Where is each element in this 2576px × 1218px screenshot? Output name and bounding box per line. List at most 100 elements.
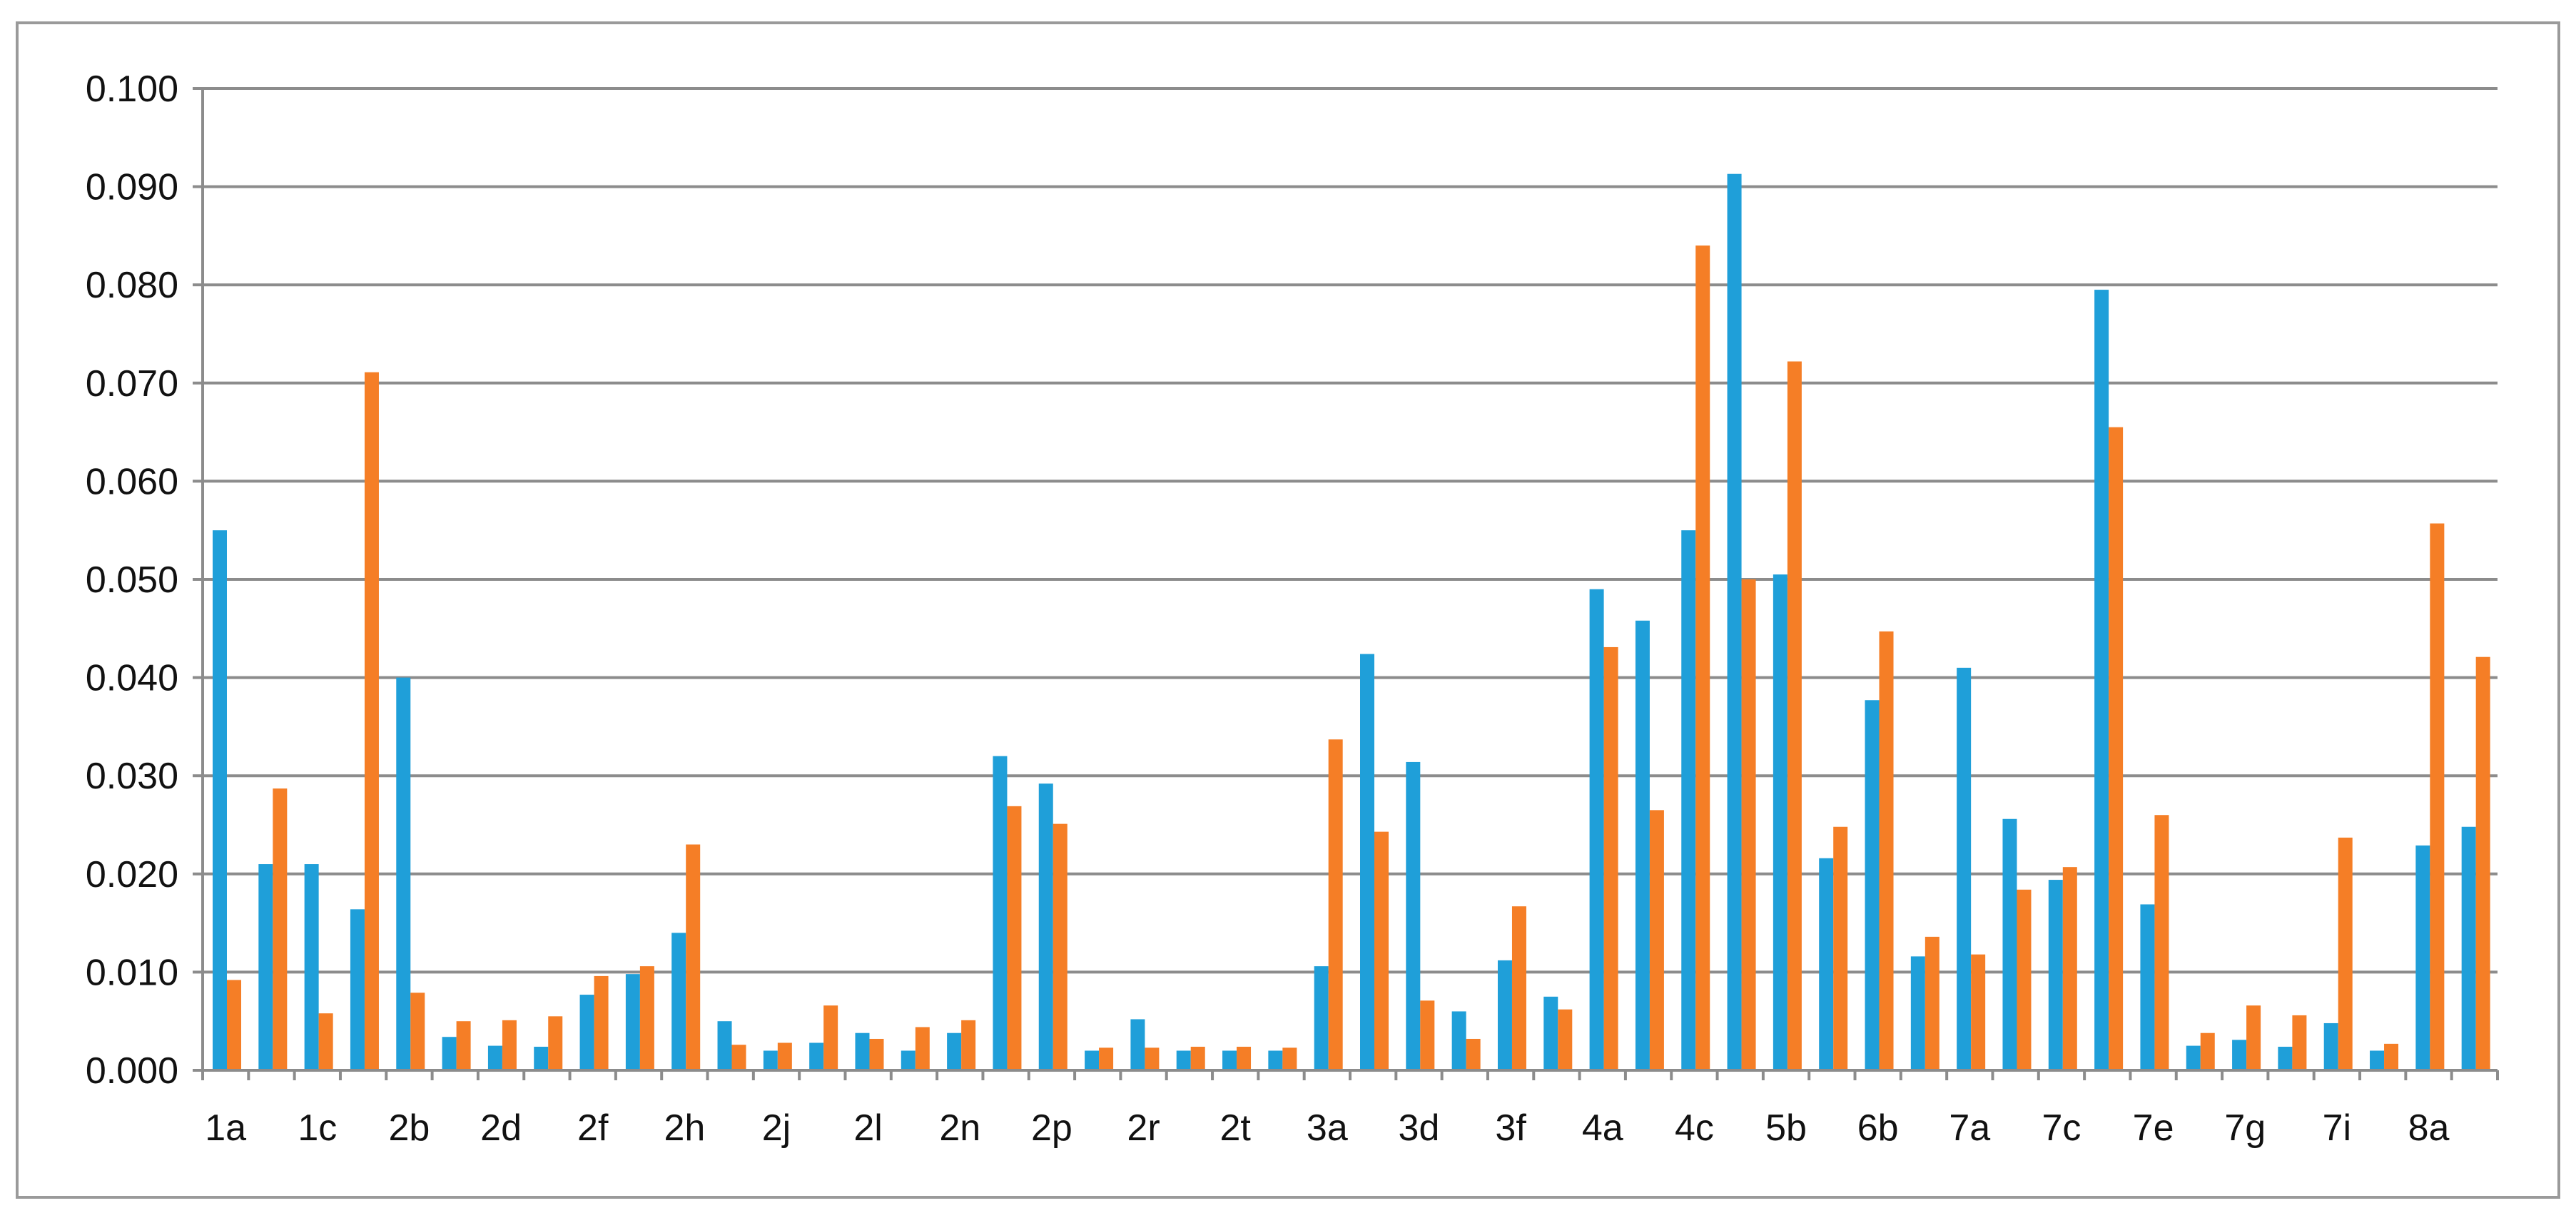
bar-series-1-8b xyxy=(2461,826,2476,1070)
bar-series-2-1a xyxy=(227,980,241,1070)
bar-series-1-3d xyxy=(1406,761,1421,1070)
x-tick-label: 4a xyxy=(1582,1107,1623,1149)
y-tick-label: 0.090 xyxy=(86,167,178,208)
bar-series-1-5b xyxy=(1773,574,1788,1070)
x-tick-label: 1a xyxy=(205,1107,246,1149)
bar-series-1-2f xyxy=(579,995,594,1070)
y-tick-label: 0.030 xyxy=(86,756,178,797)
bar-series-1-5a xyxy=(1727,173,1742,1070)
bar-series-1-2q xyxy=(1085,1050,1100,1070)
bar-series-1-6a xyxy=(1819,858,1834,1070)
bar-series-1-8a xyxy=(2415,845,2430,1070)
y-tick-label: 0.070 xyxy=(86,363,178,405)
bar-series-2-4c xyxy=(1695,245,1710,1070)
bar-series-2-2e xyxy=(548,1016,563,1070)
bar-series-2-2g xyxy=(639,966,654,1070)
bar-series-2-2j xyxy=(777,1042,792,1070)
bar-series-2-7d xyxy=(2109,427,2124,1070)
x-tick-label: 2b xyxy=(389,1107,430,1149)
bar-series-2-1b xyxy=(273,788,288,1070)
bar-series-2-8a xyxy=(2430,523,2445,1070)
x-tick-label: 7e xyxy=(2133,1107,2174,1149)
bar-series-1-2s xyxy=(1176,1050,1191,1070)
x-tick-label: 2n xyxy=(939,1107,980,1149)
chart-border xyxy=(16,21,2560,1199)
y-tick-label: 0.060 xyxy=(86,461,178,502)
bar-series-1-3a xyxy=(1314,966,1329,1070)
bar-series-1-7j xyxy=(2370,1050,2385,1070)
bar-series-1-7h xyxy=(2278,1046,2293,1070)
bar-series-1-4c xyxy=(1681,530,1696,1070)
bar-series-1-7i xyxy=(2323,1022,2338,1070)
bar-series-2-6a xyxy=(1833,826,1848,1070)
x-tick-label: 5b xyxy=(1765,1107,1807,1149)
bar-series-1-1b xyxy=(258,864,273,1070)
bar-series-1-7g xyxy=(2232,1040,2247,1070)
bar-series-1-3b xyxy=(1360,654,1374,1070)
x-tick-label: 2t xyxy=(1220,1107,1252,1149)
x-tick-label: 2h xyxy=(664,1107,705,1149)
bar-series-2-7b xyxy=(2017,889,2032,1070)
bar-series-2-5b xyxy=(1787,361,1802,1070)
bar-series-1-4b xyxy=(1635,620,1650,1070)
x-tick-label: 2d xyxy=(480,1107,522,1149)
bar-series-1-2a xyxy=(350,909,365,1070)
x-tick-label: 3d xyxy=(1399,1107,1440,1149)
bar-series-2-2m xyxy=(915,1027,930,1070)
bar-series-2-2n xyxy=(961,1020,976,1070)
bar-series-1-6c xyxy=(1910,956,1925,1070)
bar-series-1-2j xyxy=(763,1050,778,1070)
y-tick-label: 0.080 xyxy=(86,265,178,306)
x-tick-label: 6b xyxy=(1857,1107,1899,1149)
x-tick-label: 2p xyxy=(1031,1107,1073,1149)
bar-series-2-6b xyxy=(1879,631,1894,1070)
bar-series-1-2k xyxy=(809,1042,824,1070)
axes xyxy=(193,87,2499,1080)
bar-series-2-2q xyxy=(1099,1047,1114,1070)
x-tick-label: 2l xyxy=(853,1107,882,1149)
x-tick-label: 1c xyxy=(298,1107,337,1149)
tick-labels: 0.000 0.010 0.020 0.030 0.040 0.050 0.060 0.070… xyxy=(86,68,2450,1149)
bar-series-2-8b xyxy=(2475,656,2490,1070)
bar-series-2-2c xyxy=(456,1021,471,1070)
bar-series-2-6c xyxy=(1925,936,1939,1070)
bar-series-2-5a xyxy=(1741,579,1756,1070)
bar-series-1-2d xyxy=(487,1045,502,1070)
bar-series-2-2f xyxy=(594,975,609,1070)
bar-series-1-2e xyxy=(534,1046,549,1070)
y-tick-label: 0.040 xyxy=(86,658,178,699)
y-tick-label: 0.050 xyxy=(86,559,178,601)
bar-series-2-2a xyxy=(364,372,379,1070)
bar-series-2-7f xyxy=(2200,1032,2215,1070)
bar-series-2-2r xyxy=(1145,1047,1160,1070)
x-tick-label: 7a xyxy=(1949,1107,1990,1149)
bar-series-1-3f xyxy=(1497,960,1512,1070)
x-tick-label: 7g xyxy=(2224,1107,2266,1149)
bar-series-2-7g xyxy=(2246,1005,2261,1070)
y-tick-label: 0.000 xyxy=(86,1050,178,1092)
bar-series-2-3g xyxy=(1558,1009,1573,1070)
bar-series-1-2p xyxy=(1038,783,1053,1070)
bar-series-1-2t xyxy=(1222,1050,1237,1070)
x-tick-label: 7c xyxy=(2042,1107,2081,1149)
bar-series-2-2t xyxy=(1237,1046,1252,1070)
y-tick-label: 0.020 xyxy=(86,854,178,895)
bar-series-2-2u xyxy=(1282,1047,1297,1070)
bar-series-2-2k xyxy=(823,1005,838,1070)
bar-series-1-2u xyxy=(1268,1050,1283,1070)
bar-series-1-6b xyxy=(1865,700,1880,1070)
bar-series-2-3f xyxy=(1511,906,1526,1070)
bar-series-1-7d xyxy=(2094,290,2109,1071)
bar-series-1-2l xyxy=(855,1032,870,1070)
bar-series-2-2d xyxy=(502,1020,517,1070)
bar-series-1-3g xyxy=(1543,996,1558,1070)
x-tick-label: 2r xyxy=(1127,1107,1160,1149)
bar-series-2-1c xyxy=(318,1013,333,1070)
x-tick-label: 3a xyxy=(1307,1107,1348,1149)
bar-series-2-4a xyxy=(1603,646,1618,1070)
bar-series-2-2l xyxy=(869,1038,884,1070)
x-tick-label: 4c xyxy=(1675,1107,1714,1149)
bar-series-1-7e xyxy=(2140,904,2155,1070)
